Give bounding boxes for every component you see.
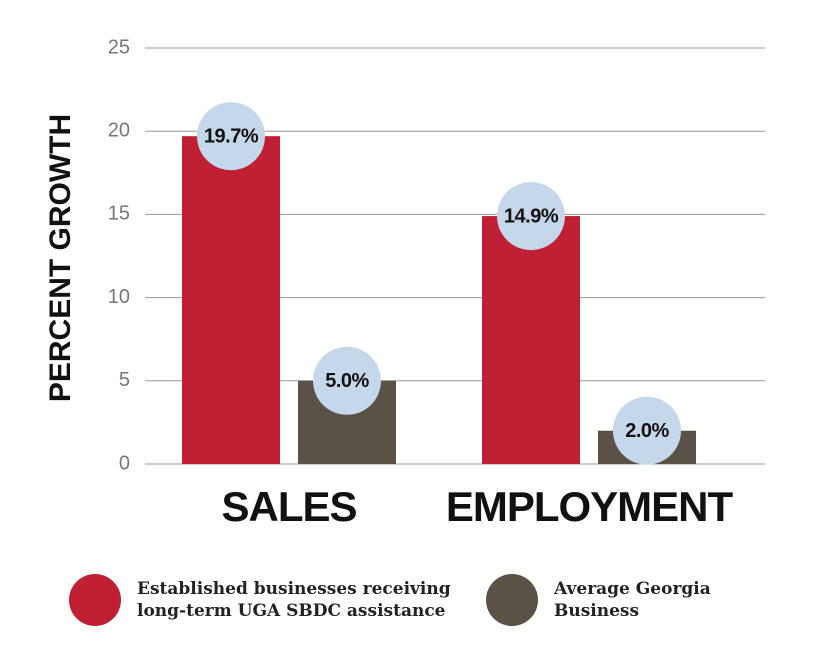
value-label: 14.9%: [504, 205, 559, 227]
value-badge: [613, 396, 681, 465]
legend-item: Established businesses receiving long-te…: [69, 574, 467, 626]
legend-label: Established businesses receiving long-te…: [137, 579, 451, 621]
y-axis-title: PERCENT GROWTH: [44, 114, 77, 402]
x-tick-label: SALES: [221, 483, 356, 530]
y-tick-label: 10: [108, 286, 130, 308]
value-badge: [197, 102, 265, 171]
value-label: 2.0%: [625, 420, 669, 442]
value-badge: [313, 346, 381, 415]
x-tick-label: EMPLOYMENT: [446, 483, 734, 530]
y-tick-label: 15: [108, 203, 130, 225]
y-tick-label: 0: [119, 452, 130, 474]
chart: PERCENT GROWTH 0 5 10 15 20 25 SALES 19.7% 5.0% E…: [44, 36, 765, 530]
y-tick-label: 20: [108, 119, 130, 141]
value-badge: [497, 182, 565, 251]
bar: [182, 136, 280, 464]
legend-swatch: [486, 574, 538, 626]
legend-item: Average Georgia Business: [486, 574, 724, 626]
value-label: 5.0%: [325, 370, 369, 392]
y-tick-label: 25: [108, 36, 130, 58]
bar: [482, 216, 580, 464]
value-label: 19.7%: [204, 125, 259, 147]
legend-swatch: [69, 574, 121, 626]
y-tick-label: 5: [119, 369, 130, 391]
legend-label: Average Georgia Business: [554, 579, 711, 621]
